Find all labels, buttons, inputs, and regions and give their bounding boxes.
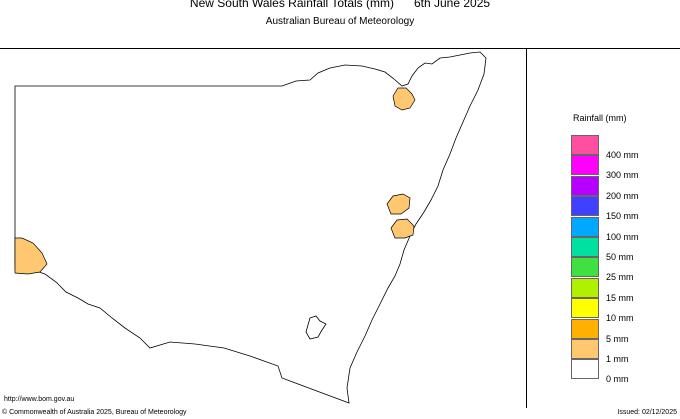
rain-patch-mid-1 <box>386 193 411 215</box>
legend-panel <box>527 48 680 408</box>
legend-swatch <box>571 277 599 298</box>
legend-label: 15 mm <box>606 292 634 303</box>
legend-swatch <box>571 135 599 155</box>
copyright-text: © Commonwealth of Australia 2025, Bureau… <box>2 409 187 416</box>
map-title: New South Wales Rainfall Totals (mm) 6th… <box>189 0 491 10</box>
source-url[interactable]: http://www.bom.gov.au <box>4 396 75 403</box>
legend-label: 150 mm <box>606 211 639 222</box>
legend-swatch <box>571 237 599 257</box>
lake-outline <box>305 315 327 340</box>
legend-swatch <box>571 196 599 217</box>
legend-swatch <box>571 216 599 237</box>
legend-swatch <box>571 257 599 278</box>
rain-patch-west <box>14 237 48 275</box>
legend-label: 100 mm <box>606 231 639 242</box>
rain-patch-mid-2 <box>390 218 415 239</box>
issued-date: Issued: 02/12/2025 <box>617 409 677 416</box>
legend-label: 1 mm <box>606 354 629 364</box>
legend-label: 5 mm <box>606 333 629 344</box>
nsw-map <box>14 51 487 404</box>
nsw-boundary <box>14 51 487 404</box>
legend-title: Rainfall (mm) <box>573 113 627 123</box>
legend-label: 200 mm <box>606 190 639 201</box>
legend-swatch <box>571 359 599 380</box>
legend-label: 25 mm <box>606 272 634 283</box>
legend-swatch <box>571 339 599 359</box>
map-subtitle: Australian Bureau of Meteorology <box>265 16 415 27</box>
legend-label: 0 mm <box>606 374 629 385</box>
legend-label: 300 mm <box>606 170 639 181</box>
legend-label: 10 mm <box>606 313 634 324</box>
legend-label: 400 mm <box>606 150 639 160</box>
legend-swatch <box>571 155 599 176</box>
map-panel <box>0 48 527 408</box>
rain-patch-north <box>392 87 416 111</box>
legend-swatch <box>571 175 599 196</box>
legend-label: 50 mm <box>606 252 634 262</box>
legend-swatch <box>571 298 599 319</box>
legend-swatch <box>571 318 599 339</box>
